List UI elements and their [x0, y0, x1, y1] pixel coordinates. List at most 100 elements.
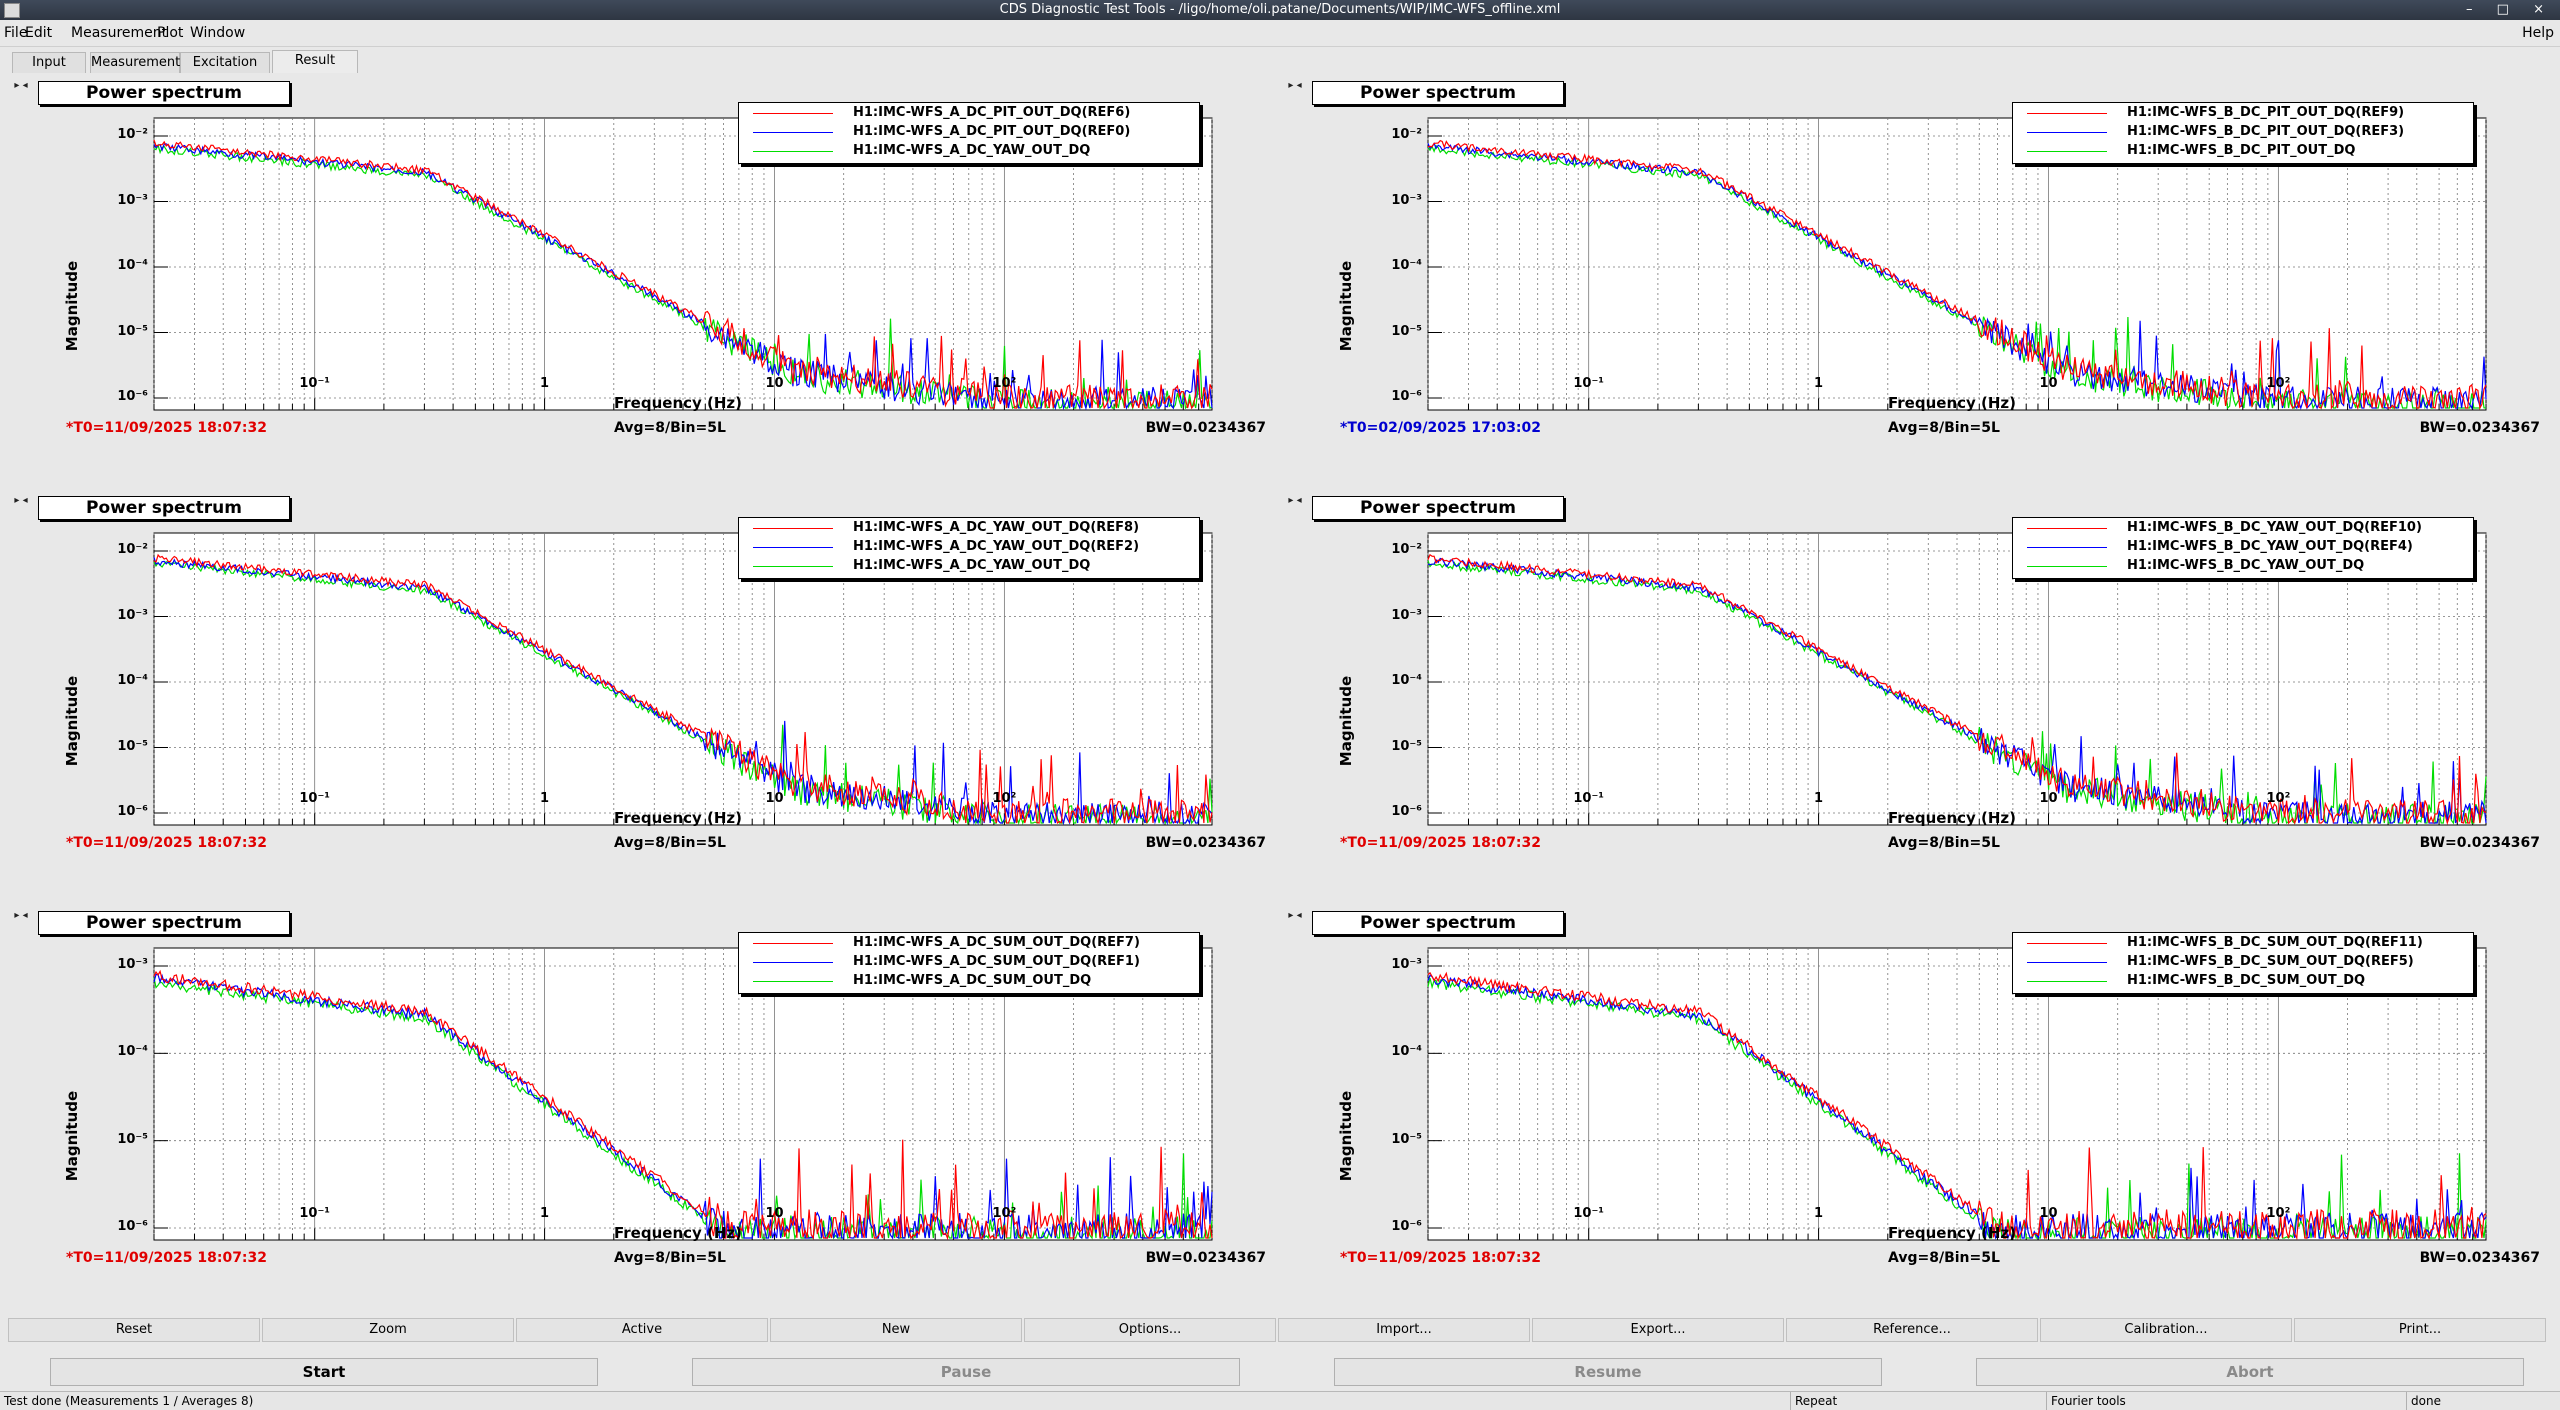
y-tick-label: 10⁻²	[1391, 542, 1422, 557]
y-axis-label: Magnitude	[63, 675, 81, 767]
y-tick-label: 10⁻⁵	[117, 1131, 148, 1147]
panel-arrow-icons[interactable]: ▸ ◂	[1288, 80, 1302, 91]
x-axis-label: Frequency (Hz)	[1888, 1224, 2017, 1242]
y-tick-label: 10⁻⁵	[1391, 323, 1422, 339]
x-tick-label: 1	[540, 376, 550, 391]
x-tick-label: 10²	[992, 376, 1017, 391]
x-tick-label: 1	[1814, 1206, 1824, 1221]
tab-result[interactable]: Result	[272, 50, 358, 73]
legend-label: H1:IMC-WFS_B_DC_YAW_OUT_DQ(REF10)	[2127, 520, 2422, 535]
y-tick-label: 10⁻⁴	[1391, 673, 1422, 688]
legend-entry: H1:IMC-WFS_A_DC_SUM_OUT_DQ(REF7)	[739, 934, 1199, 952]
x-axis-label: Frequency (Hz)	[1888, 809, 2017, 827]
tab-bar: Input Measurement Excitation Result	[0, 50, 2560, 74]
legend-label: H1:IMC-WFS_B_DC_YAW_OUT_DQ(REF4)	[2127, 539, 2413, 554]
export-button[interactable]: Export...	[1532, 1318, 1784, 1342]
plot-panel[interactable]: ▸ ◂ Power spectrum H1:IMC-WFS_B_DC_SUM_OUT…	[1288, 906, 2554, 1306]
legend-label: H1:IMC-WFS_A_DC_PIT_OUT_DQ(REF0)	[853, 124, 1131, 139]
averages-label: Avg=8/Bin=5L	[614, 1250, 726, 1266]
plot-canvas[interactable]	[1288, 491, 2554, 891]
legend-swatch	[2027, 151, 2107, 152]
plot-canvas[interactable]	[1288, 906, 2554, 1306]
resume-button[interactable]: Resume	[1334, 1358, 1882, 1386]
calibration-button[interactable]: Calibration...	[2040, 1318, 2292, 1342]
legend-swatch	[753, 566, 833, 567]
legend-label: H1:IMC-WFS_B_DC_SUM_OUT_DQ(REF5)	[2127, 954, 2414, 969]
legend-entry: H1:IMC-WFS_A_DC_SUM_OUT_DQ	[739, 972, 1199, 990]
plot-title: Power spectrum	[38, 911, 290, 935]
y-tick-label: 10⁻⁴	[117, 1044, 148, 1060]
plot-canvas[interactable]	[14, 906, 1280, 1306]
menu-edit[interactable]: Edit	[25, 25, 53, 41]
start-button[interactable]: Start	[50, 1358, 598, 1386]
legend-entry: H1:IMC-WFS_B_DC_PIT_OUT_DQ(REF3)	[2013, 123, 2473, 141]
start-time-label: *T0=11/09/2025 18:07:32	[66, 420, 268, 436]
legend-entry: H1:IMC-WFS_B_DC_YAW_OUT_DQ(REF10)	[2013, 519, 2473, 537]
tab-measurement[interactable]: Measurement	[90, 52, 180, 73]
panel-arrow-icons[interactable]: ▸ ◂	[1288, 495, 1302, 506]
plot-title: Power spectrum	[1312, 911, 1564, 935]
menu-help[interactable]: Help	[2522, 25, 2554, 41]
pause-button[interactable]: Pause	[692, 1358, 1240, 1386]
plot-panel[interactable]: ▸ ◂ Power spectrum H1:IMC-WFS_B_DC_YAW_OUT…	[1288, 491, 2554, 891]
tab-input[interactable]: Input	[12, 52, 86, 73]
legend-label: H1:IMC-WFS_A_DC_YAW_OUT_DQ(REF8)	[853, 520, 1140, 535]
legend-label: H1:IMC-WFS_A_DC_SUM_OUT_DQ	[853, 973, 1092, 988]
menu-measurement[interactable]: Measurement	[71, 25, 168, 41]
panel-arrow-icons[interactable]: ▸ ◂	[1288, 910, 1302, 921]
reference-button[interactable]: Reference...	[1786, 1318, 2038, 1342]
window-controls[interactable]: – □ ×	[2466, 2, 2554, 17]
y-axis-label: Magnitude	[1337, 1090, 1355, 1182]
print-button[interactable]: Print...	[2294, 1318, 2546, 1342]
legend-label: H1:IMC-WFS_A_DC_YAW_OUT_DQ(REF2)	[853, 539, 1140, 554]
bandwidth-label: BW=0.0234367	[2419, 1250, 2540, 1266]
spectrum-trace	[153, 553, 1213, 826]
panel-arrow-icons[interactable]: ▸ ◂	[14, 80, 28, 91]
y-tick-label: 10⁻²	[117, 542, 148, 557]
averages-label: Avg=8/Bin=5L	[1888, 835, 2000, 851]
x-tick-label: 10⁻¹	[1573, 1206, 1605, 1221]
averages-label: Avg=8/Bin=5L	[1888, 1250, 2000, 1266]
active-button[interactable]: Active	[516, 1318, 768, 1342]
legend-label: H1:IMC-WFS_B_DC_SUM_OUT_DQ(REF11)	[2127, 935, 2423, 950]
legend-entry: H1:IMC-WFS_B_DC_SUM_OUT_DQ(REF5)	[2013, 953, 2473, 971]
panel-arrow-icons[interactable]: ▸ ◂	[14, 910, 28, 921]
plot-title: Power spectrum	[1312, 81, 1564, 105]
plot-legend: H1:IMC-WFS_B_DC_SUM_OUT_DQ(REF11) H1:IMC-…	[2012, 932, 2474, 994]
menu-plot[interactable]: Plot	[157, 25, 184, 41]
x-tick-label: 1	[1814, 791, 1824, 806]
x-tick-label: 10⁻¹	[299, 376, 331, 391]
y-axis-label: Magnitude	[63, 1090, 81, 1182]
plot-canvas[interactable]	[14, 491, 1280, 891]
legend-entry: H1:IMC-WFS_A_DC_YAW_OUT_DQ	[739, 142, 1199, 160]
spectrum-trace	[153, 143, 1213, 411]
plot-panel[interactable]: ▸ ◂ Power spectrum H1:IMC-WFS_B_DC_PIT_OUT…	[1288, 76, 2554, 476]
y-tick-label: 10⁻⁶	[1391, 804, 1422, 819]
spectrum-trace	[1427, 553, 2487, 826]
options-button[interactable]: Options...	[1024, 1318, 1276, 1342]
start-time-label: *T0=11/09/2025 18:07:32	[66, 835, 268, 851]
y-tick-label: 10⁻³	[117, 957, 148, 972]
plot-canvas[interactable]	[14, 76, 1280, 476]
spectrum-trace	[153, 561, 1213, 826]
zoom-button[interactable]: Zoom	[262, 1318, 514, 1342]
plot-panel[interactable]: ▸ ◂ Power spectrum H1:IMC-WFS_A_DC_SUM_OUT…	[14, 906, 1280, 1306]
y-tick-label: 10⁻⁴	[1391, 1044, 1422, 1060]
y-tick-label: 10⁻⁵	[1391, 738, 1422, 754]
menu-window[interactable]: Window	[190, 25, 246, 41]
bandwidth-label: BW=0.0234367	[2419, 835, 2540, 851]
legend-entry: H1:IMC-WFS_B_DC_PIT_OUT_DQ(REF9)	[2013, 104, 2473, 122]
tab-excitation[interactable]: Excitation	[180, 52, 270, 73]
y-tick-label: 10⁻⁵	[1391, 1131, 1422, 1147]
plot-panel[interactable]: ▸ ◂ Power spectrum H1:IMC-WFS_A_DC_PIT_OUT…	[14, 76, 1280, 476]
abort-button[interactable]: Abort	[1976, 1358, 2524, 1386]
panel-arrow-icons[interactable]: ▸ ◂	[14, 495, 28, 506]
import-button[interactable]: Import...	[1278, 1318, 1530, 1342]
averages-label: Avg=8/Bin=5L	[1888, 420, 2000, 436]
plot-panel[interactable]: ▸ ◂ Power spectrum H1:IMC-WFS_A_DC_YAW_OUT…	[14, 491, 1280, 891]
new-button[interactable]: New	[770, 1318, 1022, 1342]
plot-legend: H1:IMC-WFS_A_DC_SUM_OUT_DQ(REF7) H1:IMC-W…	[738, 932, 1200, 994]
plot-canvas[interactable]	[1288, 76, 2554, 476]
menu-file[interactable]: File	[4, 25, 28, 41]
reset-button[interactable]: Reset	[8, 1318, 260, 1342]
